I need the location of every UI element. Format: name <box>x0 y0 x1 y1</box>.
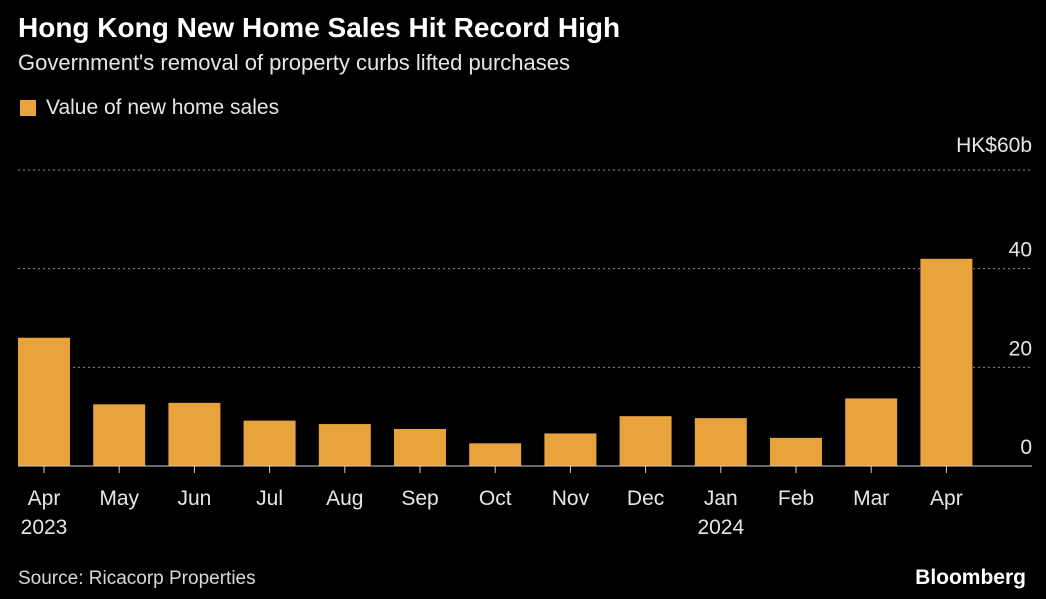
x-tick-label: Oct <box>479 487 512 510</box>
bar-chart: 0 20 40 Apr 2023 May Jun Jul Aug Sep Oct Nov Dec Jan 2… <box>18 169 1032 539</box>
bar <box>619 416 672 466</box>
bar <box>694 418 747 466</box>
x-tick-label: Apr <box>28 487 61 510</box>
source-note: Source: Ricacorp Properties <box>18 568 256 589</box>
bar <box>770 437 822 466</box>
x-tick-label: Jun <box>177 487 211 510</box>
bar <box>243 420 296 466</box>
x-tick-label: May <box>99 487 139 510</box>
legend-swatch <box>20 100 36 116</box>
bar <box>920 258 973 466</box>
legend: Value of new home sales <box>20 96 279 120</box>
y-tick-label: 20 <box>1009 337 1032 360</box>
chart-subtitle: Government's removal of property curbs l… <box>18 50 570 75</box>
bloomberg-logo: Bloomberg <box>915 566 1026 589</box>
x-tick-label: Feb <box>778 487 814 510</box>
legend-label: Value of new home sales <box>46 96 280 119</box>
bar <box>18 337 70 466</box>
bar <box>845 398 898 466</box>
y-tick-label: 40 <box>1009 239 1032 262</box>
y-axis-top-label: HK$60b <box>956 134 1032 157</box>
x-year-label: 2024 <box>697 516 744 539</box>
x-tick-label: Aug <box>326 487 363 510</box>
x-year-label: 2023 <box>21 516 68 539</box>
x-tick-label: Dec <box>627 487 664 510</box>
x-tick-label: Sep <box>401 487 438 510</box>
x-tick-label: Mar <box>853 487 889 510</box>
bar <box>544 433 597 466</box>
bar <box>394 429 446 466</box>
x-tick-label: Jul <box>256 487 283 510</box>
chart-title: Hong Kong New Home Sales Hit Record High <box>18 12 621 43</box>
bar <box>469 443 522 466</box>
x-tick-label: Jan <box>704 487 738 510</box>
x-tick-label: Apr <box>930 487 963 510</box>
bar <box>93 404 146 466</box>
bar <box>168 402 221 466</box>
y-tick-label: 0 <box>1020 436 1032 459</box>
x-tick-label: Nov <box>552 487 590 510</box>
bar <box>318 424 371 466</box>
